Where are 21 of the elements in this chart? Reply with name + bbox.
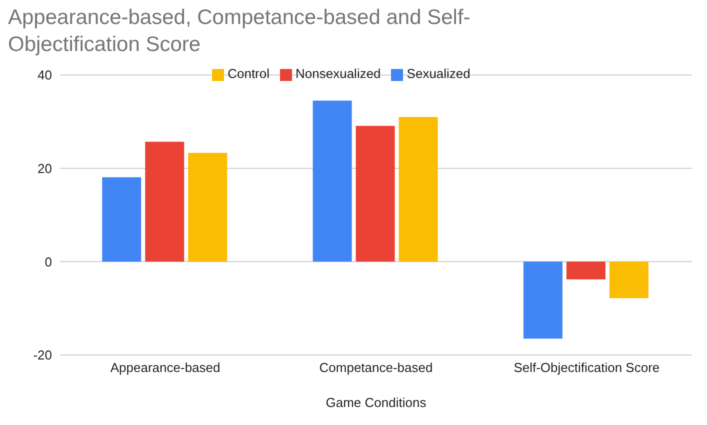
y-tick-label: 40	[38, 68, 52, 83]
bar	[609, 262, 648, 298]
bar	[356, 126, 395, 262]
bar	[523, 262, 562, 339]
y-tick-label: 20	[38, 160, 52, 176]
x-tick-label: Appearance-based	[110, 360, 220, 376]
bar	[312, 100, 352, 262]
legend-label: Sexualized	[406, 66, 470, 81]
x-axis-title: Game Conditions	[326, 395, 427, 410]
bar	[145, 142, 184, 262]
x-tick-label: Competance-based	[319, 360, 433, 376]
bar	[398, 117, 438, 262]
bar	[188, 152, 228, 262]
legend-label: Nonsexualized	[296, 66, 381, 81]
y-tick-label: 0	[44, 254, 52, 270]
bar	[566, 262, 606, 280]
legend-label: Control	[228, 66, 270, 81]
bar	[102, 177, 142, 262]
x-tick-label: Self-Objectification Score	[514, 360, 660, 376]
y-tick-label: -20	[33, 348, 52, 363]
chart-title: Appearance-based, Competance-based and Self-Objectification Score	[8, 5, 472, 58]
